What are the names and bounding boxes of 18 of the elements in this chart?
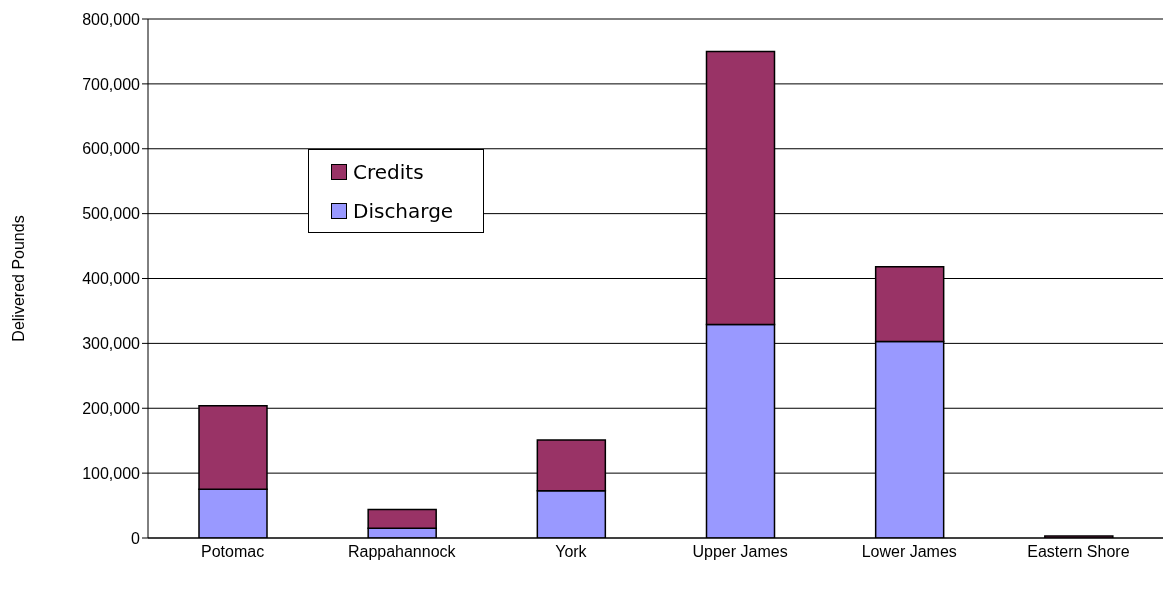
y-tick-label: 400,000 xyxy=(82,270,141,288)
y-tick-label: 800,000 xyxy=(82,10,141,28)
legend-label: Discharge xyxy=(353,198,454,223)
y-tick-label: 600,000 xyxy=(82,140,141,158)
y-tick-label: 300,000 xyxy=(82,335,141,353)
x-tick-label: Eastern Shore xyxy=(1027,543,1130,561)
y-axis-title: Delivered Pounds xyxy=(9,215,27,342)
x-tick-label: Upper James xyxy=(692,543,788,561)
x-tick-label: York xyxy=(555,543,588,561)
y-tick-label: 100,000 xyxy=(82,464,141,482)
y-tick-label: 500,000 xyxy=(82,205,141,223)
x-tick-label: Potomac xyxy=(201,543,265,561)
y-tick-label: 0 xyxy=(131,529,141,547)
y-tick-label: 700,000 xyxy=(82,75,141,93)
legend-label: Credits xyxy=(353,159,424,184)
x-tick-label: Lower James xyxy=(861,543,957,561)
y-tick-label: 200,000 xyxy=(82,399,141,417)
x-tick-label: Rappahannock xyxy=(347,543,457,561)
